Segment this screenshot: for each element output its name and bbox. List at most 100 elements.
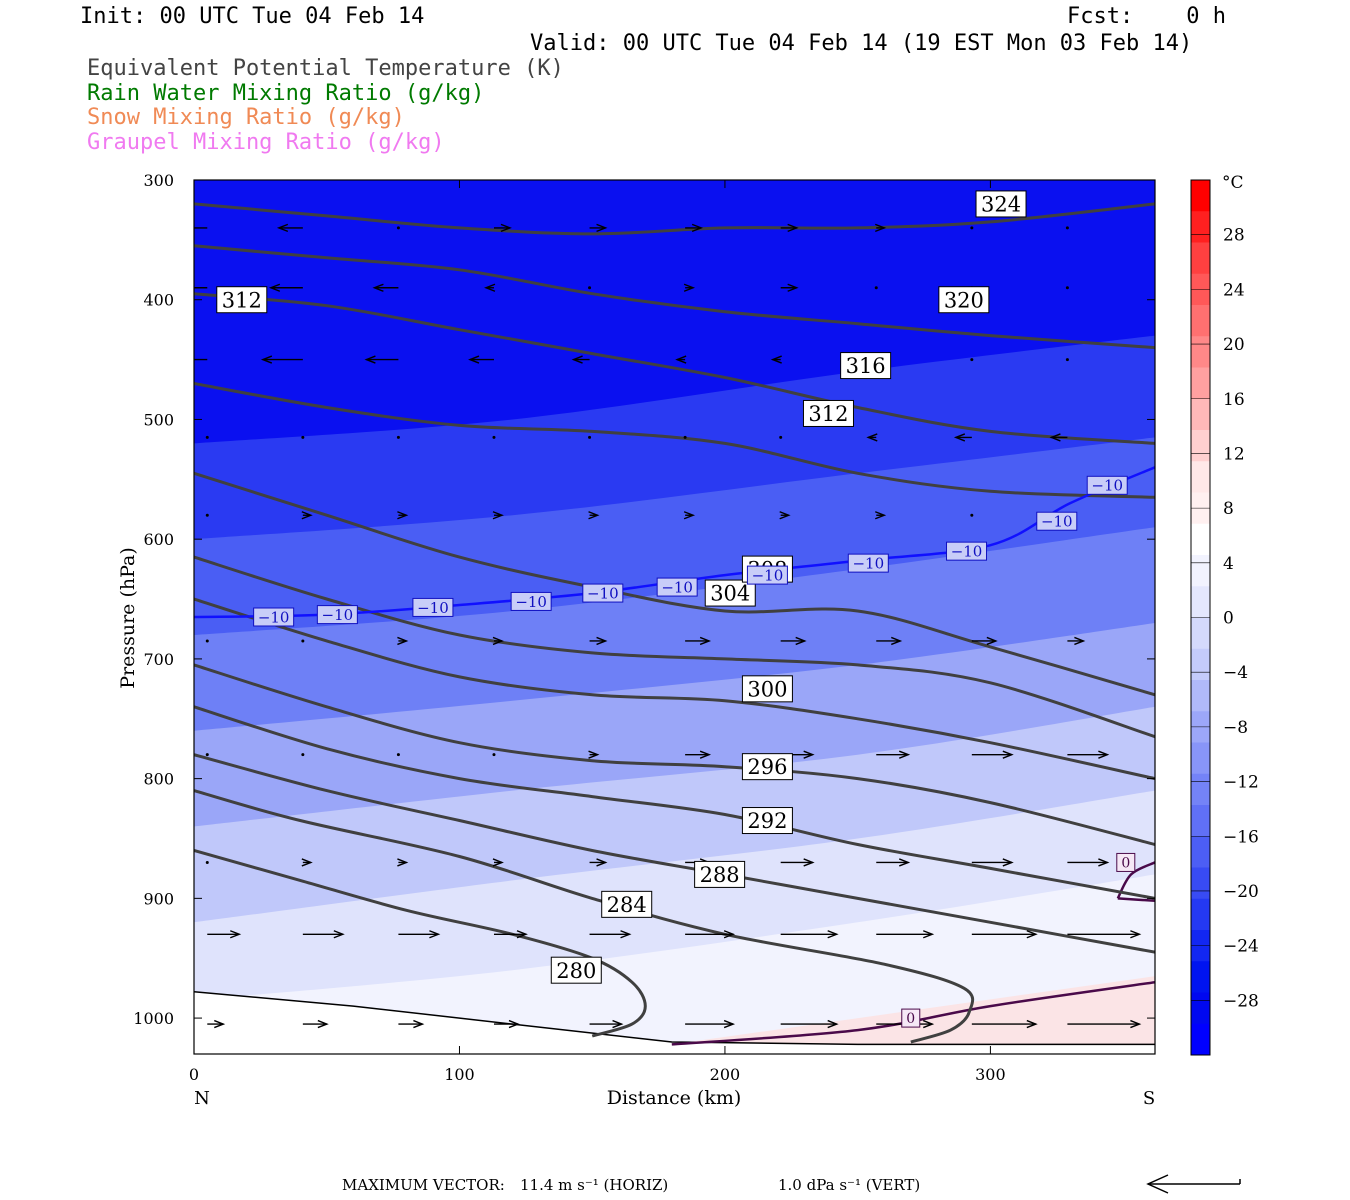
- svg-text:−10: −10: [852, 555, 884, 573]
- wind-arrow: [971, 1019, 1038, 1029]
- colorbar-tick-label: −16: [1223, 827, 1259, 847]
- wind-arrow: [493, 930, 528, 939]
- theta-e-contour: [194, 753, 1155, 954]
- colorbar-swatch: [1191, 211, 1210, 243]
- colorbar-swatch: [1191, 586, 1210, 618]
- svg-text:312: 312: [808, 402, 848, 426]
- x-tick-label: 200: [710, 1065, 741, 1084]
- x-tick-label: 0: [189, 1065, 199, 1084]
- colorbar-swatch: [1191, 555, 1210, 587]
- valid-time: Valid: 00 UTC Tue 04 Feb 14 (19 EST Mon …: [530, 31, 1193, 56]
- svg-text:284: 284: [607, 893, 647, 917]
- wind-arrow: [588, 511, 600, 520]
- svg-text:296: 296: [747, 755, 787, 779]
- legend-rain: Rain Water Mixing Ratio (g/kg): [87, 81, 485, 106]
- init-time: Init: 00 UTC Tue 04 Feb 14: [80, 4, 425, 29]
- theta-e-contour: [194, 471, 1155, 697]
- colorbar-swatch: [1191, 398, 1210, 431]
- y-tick-label: 500: [143, 410, 174, 429]
- colorbar-tick-label: 28: [1223, 226, 1245, 246]
- wind-arrow: [302, 930, 345, 939]
- wind-arrow: [194, 287, 208, 289]
- wind-arrow: [301, 639, 305, 643]
- wind-arrow: [205, 753, 209, 757]
- wind-arrow: [588, 286, 592, 290]
- wind-arrow: [205, 639, 209, 643]
- legend-snow: Snow Mixing Ratio (g/kg): [87, 105, 405, 130]
- wind-arrow: [780, 1019, 839, 1029]
- wind-arrow: [876, 636, 903, 646]
- wind-arrow: [970, 513, 974, 517]
- wind-arrow: [875, 511, 887, 520]
- wind-arrow: [971, 636, 998, 646]
- wind-arrow: [971, 930, 1038, 939]
- isotherm-label: −10: [1036, 511, 1078, 531]
- colorbar-unit: °C: [1222, 173, 1244, 193]
- wind-arrow: [492, 858, 504, 867]
- colorbar-swatch: [1191, 898, 1210, 931]
- wind-arrow: [397, 511, 409, 520]
- colorbar-tick-label: 12: [1223, 444, 1245, 464]
- wind-arrow: [770, 355, 782, 364]
- wind-arrow: [484, 283, 496, 292]
- svg-text:−10: −10: [587, 584, 619, 602]
- wind-arrow: [1065, 226, 1069, 230]
- colorbar-swatch: [1191, 430, 1210, 462]
- colorbar-tick-label: 24: [1223, 280, 1245, 300]
- colorbar-swatch: [1191, 617, 1210, 650]
- colorbar-tick-label: −12: [1223, 773, 1259, 793]
- theta-e-contour: [194, 705, 1155, 900]
- wind-arrow: [194, 227, 208, 229]
- theta-e-label: 324: [975, 190, 1027, 218]
- wind-arrow: [780, 223, 799, 233]
- colorbar-tick-label: −28: [1223, 991, 1259, 1011]
- isotherm-label: −10: [847, 553, 889, 573]
- colorbar-swatch: [1191, 680, 1210, 712]
- plot-overlay: 280284288292296300304308312316320324312−…: [216, 190, 1136, 1028]
- colorbar-swatch: [1191, 992, 1210, 1025]
- wind-arrow: [207, 930, 242, 939]
- wind-arrow: [971, 750, 1014, 759]
- svg-text:0: 0: [906, 1011, 915, 1027]
- wind-arrow: [953, 433, 972, 442]
- wind-arrow: [1067, 858, 1110, 867]
- isotherm-label: −10: [582, 583, 624, 603]
- wind-arrow: [780, 283, 799, 292]
- max-vector-horiz: 11.4 m s⁻¹ (HORIZ): [520, 1176, 669, 1194]
- wind-arrow: [396, 226, 400, 230]
- isotherm-minus10: [194, 466, 1155, 619]
- y-tick-label: 300: [143, 171, 174, 190]
- wind-arrow: [876, 750, 911, 759]
- y-tick-label: 600: [143, 530, 174, 549]
- wind-arrow: [372, 283, 399, 292]
- svg-text:288: 288: [700, 863, 740, 887]
- theta-e-label: 280: [550, 956, 602, 984]
- wind-arrow: [685, 930, 736, 939]
- wind-arrow: [874, 286, 878, 290]
- wind-arrow: [780, 858, 815, 867]
- svg-text:−10: −10: [515, 593, 547, 611]
- wind-arrow: [589, 1019, 624, 1029]
- colorbar-tick-label: 0: [1223, 609, 1234, 629]
- theta-e-contour: [194, 244, 1155, 350]
- wind-arrow: [301, 858, 313, 867]
- svg-text:320: 320: [944, 288, 984, 312]
- svg-text:316: 316: [846, 354, 886, 378]
- wind-arrow: [971, 858, 1014, 867]
- wind-arrow: [468, 355, 494, 364]
- colorbar-tick-label: 4: [1223, 554, 1234, 574]
- theta-e-contour: [194, 555, 1155, 739]
- wind-arrow: [398, 1019, 425, 1029]
- colorbar-swatch: [1191, 742, 1210, 775]
- wind-arrow: [866, 433, 878, 442]
- theta-e-label: 312: [802, 399, 854, 427]
- max-vector-arrow: [1146, 1174, 1241, 1194]
- svg-text:−10: −10: [417, 599, 449, 617]
- wind-arrow: [1067, 930, 1142, 939]
- isotherm-label: −10: [316, 605, 358, 625]
- wind-arrow: [589, 858, 608, 867]
- wind-arrow: [194, 358, 208, 361]
- colorbar-swatch: [1191, 367, 1210, 400]
- wind-arrow: [205, 513, 209, 517]
- svg-text:−10: −10: [752, 566, 784, 584]
